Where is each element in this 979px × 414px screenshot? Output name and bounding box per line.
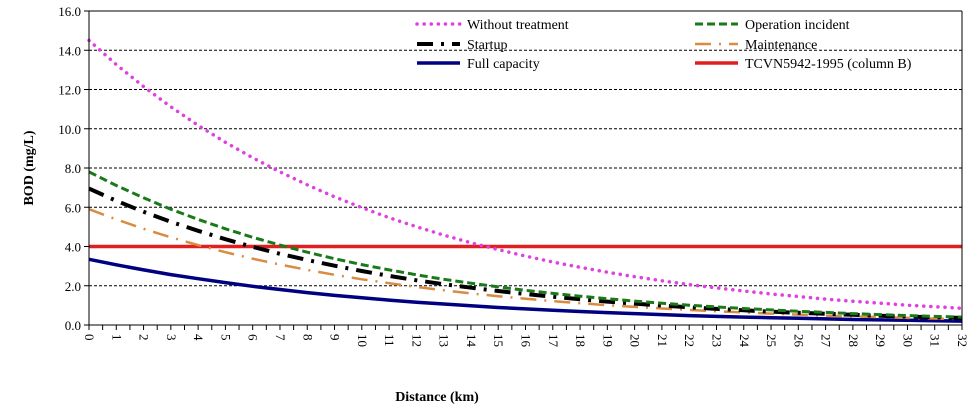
x-axis-title: Distance (km) xyxy=(395,390,479,405)
x-tick-label: 4 xyxy=(191,334,206,341)
x-tick-label: 9 xyxy=(328,334,343,341)
y-tick-label: 14.0 xyxy=(58,43,81,58)
x-tick-label: 23 xyxy=(709,334,724,347)
series-line-without-treatment xyxy=(87,38,964,311)
legend: Without treatment Startup Full capacity Ope… xyxy=(415,18,912,72)
x-tick-label: 28 xyxy=(846,334,861,347)
x-tick-label: 2 xyxy=(137,334,152,341)
legend-label: Maintenance xyxy=(745,38,817,53)
legend-label: Operation incident xyxy=(745,18,850,33)
x-tick-label: 11 xyxy=(382,334,397,347)
x-tick-label: 21 xyxy=(655,334,670,347)
x-tick-label: 6 xyxy=(246,334,261,341)
x-tick-label: 17 xyxy=(546,334,561,348)
y-tick-label: 0.0 xyxy=(65,318,81,333)
x-tick-label: 16 xyxy=(519,334,534,348)
x-tick-label: 8 xyxy=(300,334,315,341)
legend-label: Full capacity xyxy=(467,57,540,72)
x-tick-label: 30 xyxy=(900,334,915,347)
y-axis-title: BOD (mg/L) xyxy=(22,130,37,205)
y-tick-label: 16.0 xyxy=(58,4,81,19)
y-tick-label: 8.0 xyxy=(65,161,81,176)
x-tick-label: 3 xyxy=(164,334,179,341)
series-line-full-capacity xyxy=(88,257,963,323)
x-tick-label: 18 xyxy=(573,334,588,347)
gridlines xyxy=(89,10,962,287)
x-tick-label: 27 xyxy=(819,334,834,348)
x-tick-label: 14 xyxy=(464,334,479,348)
x-tick-label: 15 xyxy=(491,334,506,347)
series-line-operation-incident xyxy=(88,170,963,319)
x-tick-label: 31 xyxy=(928,334,943,347)
legend-label: Without treatment xyxy=(467,18,569,33)
y-tick-label: 4.0 xyxy=(65,240,81,255)
x-tick-label: 19 xyxy=(600,334,615,347)
x-tick-label: 25 xyxy=(764,334,779,347)
x-tick-label: 26 xyxy=(791,334,806,348)
x-tick-label: 0 xyxy=(82,334,97,341)
x-tick-label: 13 xyxy=(437,334,452,347)
axes: 0.02.04.06.08.010.012.014.016.00 1 2 3 4 5 6 7 8… xyxy=(58,4,970,348)
legend-label: Startup xyxy=(467,38,507,53)
x-tick-label: 22 xyxy=(682,334,697,347)
y-tick-label: 10.0 xyxy=(58,122,81,137)
x-tick-label: 10 xyxy=(355,334,370,347)
y-tick-label: 6.0 xyxy=(65,200,81,215)
x-tick-label: 24 xyxy=(737,334,752,348)
x-tick-label: 20 xyxy=(628,334,643,347)
x-tick-label: 32 xyxy=(955,334,970,347)
x-tick-label: 7 xyxy=(273,334,288,341)
series-line-maintenance xyxy=(88,208,963,321)
y-tick-label: 2.0 xyxy=(65,279,81,294)
x-tick-label: 29 xyxy=(873,334,888,347)
series-lines xyxy=(87,38,964,323)
x-tick-label: 12 xyxy=(409,334,424,347)
x-tick-label: 5 xyxy=(218,334,233,341)
y-tick-label: 12.0 xyxy=(58,83,81,98)
legend-label: TCVN5942-1995 (column B) xyxy=(745,57,912,72)
x-tick-label: 1 xyxy=(109,334,124,341)
